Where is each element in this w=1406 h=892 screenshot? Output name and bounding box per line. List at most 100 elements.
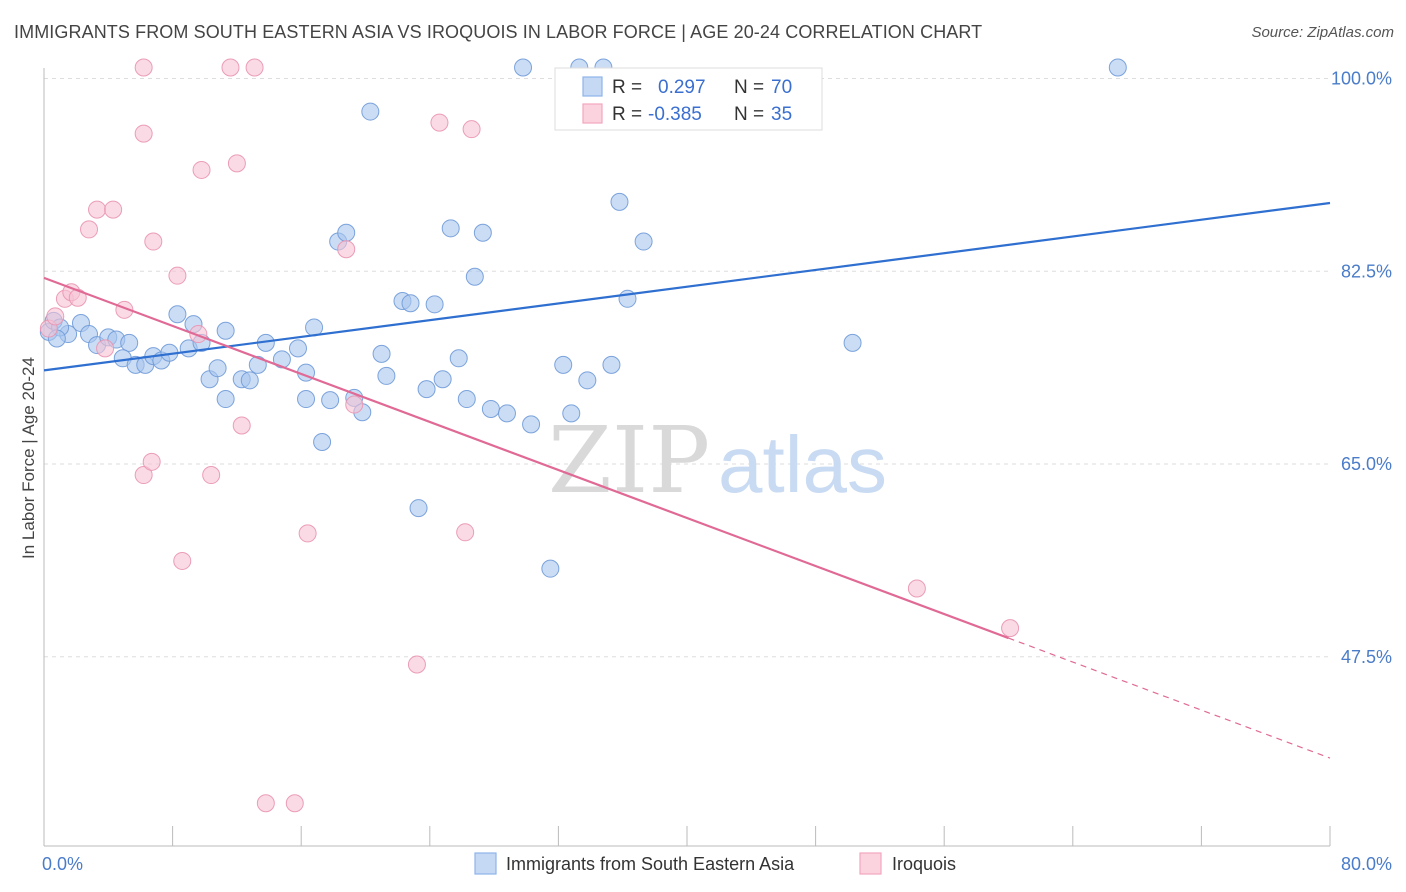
blue-point	[541, 559, 560, 578]
pink-point	[232, 416, 251, 435]
trend-line-pink-extension	[1008, 637, 1331, 759]
pink-point	[202, 466, 221, 485]
blue-point	[240, 371, 259, 390]
stats-swatch-blue	[582, 76, 603, 97]
stats-r-value-pink: -0.385	[648, 104, 702, 125]
data-points	[39, 58, 1127, 813]
blue-point	[449, 349, 468, 368]
pink-point	[1001, 619, 1020, 638]
pink-point	[189, 325, 208, 344]
trend-line-blue	[43, 201, 1331, 372]
trend-lines	[43, 201, 1331, 759]
pink-point	[134, 124, 153, 143]
pink-point	[68, 288, 87, 307]
pink-point	[245, 58, 264, 77]
blue-point	[216, 321, 235, 340]
pink-point	[134, 58, 153, 77]
blue-point	[409, 499, 428, 518]
blue-point	[297, 390, 316, 409]
pink-point	[907, 579, 926, 598]
pink-point	[430, 113, 449, 132]
x-tick-label-min: 0.0%	[42, 854, 83, 874]
pink-point	[88, 200, 107, 219]
watermark-zip: ZIP	[548, 407, 710, 514]
blue-point	[578, 371, 597, 390]
blue-point	[377, 366, 396, 385]
stats-r-label-blue: R =	[612, 77, 642, 98]
y-axis-label: In Labor Force | Age 20-24	[19, 357, 38, 559]
pink-point	[256, 794, 275, 813]
pink-point	[285, 794, 304, 813]
pink-point	[173, 551, 192, 570]
pink-point	[96, 339, 115, 358]
stats-n-label-blue: N =	[734, 77, 764, 98]
y-tick-label: 82.5%	[1341, 261, 1392, 281]
pink-point	[134, 466, 153, 485]
blue-point	[457, 390, 476, 409]
y-tick-label: 65.0%	[1341, 454, 1392, 474]
pink-point	[298, 524, 317, 543]
stats-r-label-pink: R =	[612, 104, 642, 125]
blue-point	[481, 399, 500, 418]
pink-point	[456, 523, 475, 542]
stats-n-value-blue: 70	[771, 77, 792, 98]
trend-line-pink	[43, 276, 1009, 640]
pink-point	[46, 307, 65, 326]
blue-point	[1108, 58, 1127, 77]
pink-point	[407, 655, 426, 674]
blue-point	[313, 432, 332, 451]
pink-point	[345, 395, 364, 414]
blue-point	[120, 333, 139, 352]
tick-labels: 100.0% 82.5% 65.0% 47.5% 0.0% 80.0%	[42, 69, 1392, 874]
legend-label-blue: Immigrants from South Eastern Asia	[506, 854, 795, 874]
blue-point	[610, 192, 629, 211]
blue-point	[401, 294, 420, 313]
blue-point	[843, 333, 862, 352]
blue-point	[465, 267, 484, 286]
source-credit: Source: ZipAtlas.com	[1251, 24, 1394, 41]
watermark: ZIP atlas	[548, 407, 887, 514]
blue-point	[216, 390, 235, 409]
blue-point	[497, 404, 516, 423]
legend: Immigrants from South Eastern Asia Iroqu…	[474, 852, 956, 875]
blue-point	[602, 355, 621, 374]
legend-label-pink: Iroquois	[892, 854, 956, 874]
legend-swatch-pink	[859, 852, 882, 875]
pink-point	[192, 160, 211, 179]
x-tick-label-max: 80.0%	[1341, 854, 1392, 874]
blue-point	[372, 344, 391, 363]
legend-swatch-blue	[474, 852, 497, 875]
blue-point	[473, 223, 492, 242]
pink-point	[104, 200, 123, 219]
blue-point	[562, 404, 581, 423]
stats-n-value-pink: 35	[771, 104, 792, 125]
blue-point	[425, 295, 444, 314]
stats-box: R = 0.297 N = 70 R = -0.385 N = 35	[554, 67, 823, 131]
stats-swatch-pink	[582, 103, 603, 124]
blue-point	[321, 391, 340, 410]
blue-point	[337, 223, 356, 242]
blue-point	[288, 339, 307, 358]
blue-point	[634, 232, 653, 251]
blue-point	[554, 355, 573, 374]
blue-point	[168, 305, 187, 324]
y-tick-label: 47.5%	[1341, 647, 1392, 667]
blue-point	[248, 355, 267, 374]
blue-point	[361, 102, 380, 121]
blue-point	[522, 415, 541, 434]
pink-point	[168, 266, 187, 285]
stats-r-value-blue: 0.297	[658, 77, 706, 98]
blue-point	[208, 359, 227, 378]
pink-point	[80, 220, 99, 239]
pink-point	[144, 232, 163, 251]
watermark-atlas: atlas	[718, 420, 887, 509]
blue-point	[417, 380, 436, 399]
pink-point	[227, 154, 246, 173]
stats-n-label-pink: N =	[734, 104, 764, 125]
pink-point	[221, 58, 240, 77]
pink-point	[142, 452, 161, 471]
blue-point	[514, 58, 533, 77]
y-tick-label: 100.0%	[1331, 69, 1392, 89]
